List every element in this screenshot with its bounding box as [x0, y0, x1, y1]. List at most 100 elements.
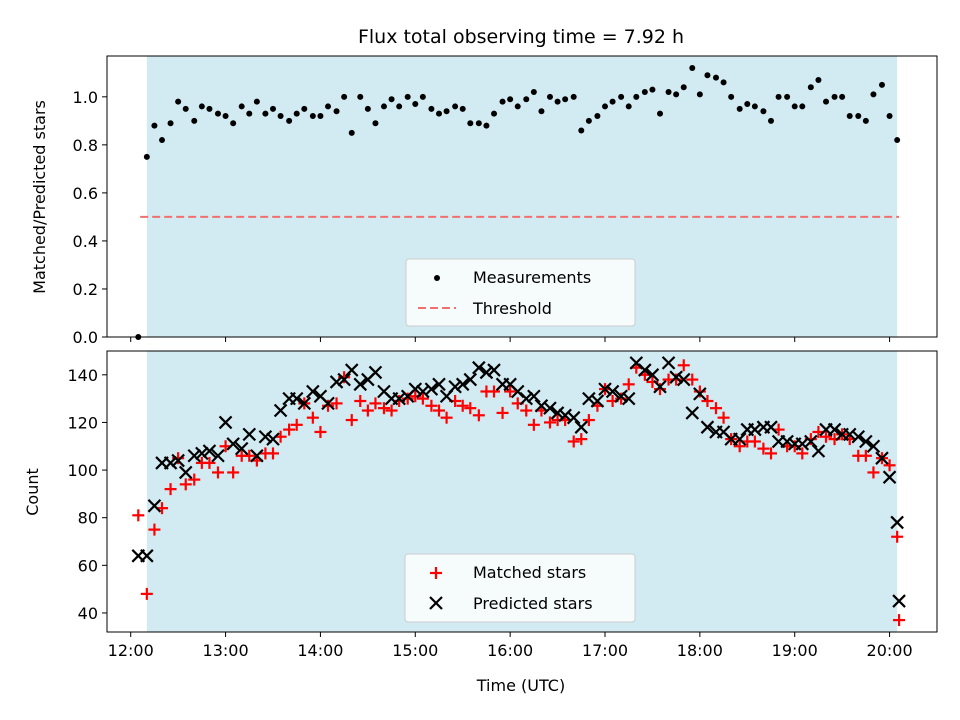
predicted-point	[669, 370, 683, 384]
measurement-point	[886, 113, 893, 120]
cross-b	[503, 377, 517, 392]
predicted-point	[811, 444, 826, 458]
measurement-point	[760, 108, 767, 115]
y-tick-label: 0.4	[73, 232, 98, 251]
cross-b	[163, 456, 178, 470]
predicted-point	[661, 356, 676, 370]
predicted-point	[890, 515, 904, 530]
cross-b	[377, 384, 391, 399]
matched-point	[615, 392, 628, 405]
y-tick-label: 0.2	[73, 280, 98, 299]
cross-b	[811, 444, 826, 458]
matched-point	[670, 373, 683, 386]
x-tick-label: 14:00	[297, 641, 343, 660]
measurement-point	[191, 117, 198, 124]
matched-point	[891, 530, 904, 543]
predicted-point	[463, 372, 478, 387]
measurement-point	[483, 122, 490, 129]
matched-point	[464, 402, 477, 415]
predicted-point	[195, 446, 209, 461]
matched-point	[527, 418, 540, 431]
y-tick-label: 100	[67, 461, 98, 480]
predicted-point	[408, 382, 423, 396]
measurement-point	[491, 110, 498, 117]
top-x-ticks	[130, 337, 891, 342]
matched-point	[433, 404, 445, 417]
measurement-point	[720, 79, 727, 86]
measurement-point	[452, 103, 459, 110]
predicted-point	[211, 449, 225, 463]
measurement-point	[246, 110, 253, 117]
measurement-point	[222, 113, 229, 120]
measurement-point	[151, 122, 158, 129]
top-y-axis: 0.0 0.2 0.4 0.6 0.8 1.0	[73, 88, 107, 347]
measurements-series	[135, 65, 901, 340]
measurement-point	[325, 103, 332, 110]
predicted-point	[472, 360, 486, 375]
cross-b	[479, 365, 494, 380]
cross-b	[258, 429, 273, 444]
predicted-point	[147, 499, 162, 513]
matched-point	[456, 399, 469, 412]
y-tick-label: 0.8	[73, 136, 98, 155]
measurement-point	[372, 120, 379, 127]
predicted-point	[804, 434, 818, 449]
matched-point	[211, 466, 224, 479]
matched-point	[416, 392, 429, 405]
measurement-point	[404, 93, 411, 100]
predicted-point	[273, 403, 288, 418]
measurement-point	[538, 108, 545, 115]
predicted-point	[892, 594, 906, 608]
measurement-point	[341, 93, 348, 100]
measurement-point	[673, 91, 680, 98]
measurement-point	[846, 113, 853, 120]
predicted-point	[258, 429, 273, 444]
predicted-point	[416, 384, 430, 399]
cross-b	[329, 375, 344, 389]
measurement-point	[602, 103, 608, 110]
measurement-point	[270, 105, 276, 112]
y-tick-label: 80	[78, 509, 98, 528]
cross-b	[550, 406, 565, 420]
measurement-point	[649, 86, 656, 93]
predicted-point	[621, 391, 636, 406]
cross-b	[748, 422, 762, 437]
matched-point	[575, 433, 588, 446]
cross-b	[645, 368, 660, 382]
cross-b	[676, 372, 691, 387]
matched-point	[322, 399, 335, 412]
cross-b	[795, 437, 810, 451]
predicted-point	[732, 432, 747, 446]
measurement-point	[238, 103, 245, 110]
legend-predicted-label: Predicted stars	[473, 594, 593, 613]
measurement-point	[862, 117, 869, 124]
cross-b	[510, 384, 525, 399]
x-tick-label: 15:00	[392, 641, 438, 660]
cross-b	[614, 389, 628, 404]
bottom-y-axis-label: Count	[23, 468, 42, 516]
matched-point	[283, 423, 296, 436]
predicted-point	[550, 406, 565, 420]
predicted-point	[344, 363, 359, 377]
predicted-point	[866, 439, 881, 454]
cross-b	[661, 356, 676, 370]
cross-b	[234, 441, 249, 456]
cross-b	[653, 379, 667, 394]
predicted-point	[653, 379, 667, 394]
measurement-point	[751, 103, 758, 110]
legend-measurements-label: Measurements	[473, 268, 591, 287]
cross-b	[408, 382, 423, 396]
matched-point	[622, 378, 635, 391]
measurement-point	[143, 153, 150, 160]
cross-b	[582, 391, 596, 406]
measurement-point	[855, 113, 862, 120]
chart-title: Flux total observing time = 7.92 h	[358, 26, 684, 48]
y-tick-label: 0.0	[73, 328, 98, 347]
cross-b	[892, 594, 906, 608]
cross-b	[590, 394, 605, 408]
predicted-point	[582, 391, 596, 406]
predicted-point	[242, 427, 257, 442]
y-tick-label: 60	[78, 556, 98, 575]
matched-point	[757, 442, 770, 455]
